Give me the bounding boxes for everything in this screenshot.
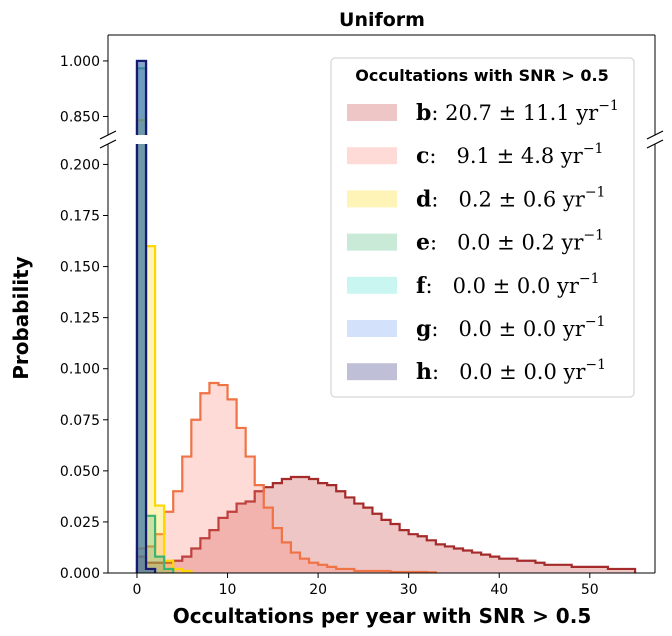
legend-title: Occultations with SNR > 0.5 [355, 66, 609, 85]
legend-label: f: 0.0 ± 0.0 yr−1 [416, 271, 600, 299]
y-axis-ticks: 0.000 0.025 0.050 0.075 0.100 0.125 0.150 0.175… [60, 54, 108, 582]
histogram-d-upper [135, 119, 148, 135]
y-tick-label: 0.100 [60, 362, 100, 378]
legend-swatch [347, 104, 397, 121]
upper-panel-frame [107, 34, 656, 135]
legend-entry-e: e: 0.0 ± 0.2 yr−1 [347, 228, 604, 256]
histogram-h-upper [135, 59, 148, 135]
legend-entries: b: 20.7 ± 11.1 yr−1 c: 9.1 ± 4.8 yr−1 d: 0… [347, 98, 619, 385]
break-mark [646, 139, 664, 149]
legend-entry-b: b: 20.7 ± 11.1 yr−1 [347, 98, 619, 126]
y-tick-label: 0.150 [60, 260, 100, 276]
legend-box [330, 57, 635, 398]
y-tick-label: 0.000 [60, 566, 100, 582]
x-tick-label: 50 [581, 582, 599, 598]
y-tick-label: 0.200 [60, 157, 100, 173]
histogram-b-lower [135, 475, 637, 573]
break-mark [646, 130, 664, 140]
legend-label: g: 0.0 ± 0.0 yr−1 [416, 314, 605, 342]
legend-swatch [347, 363, 397, 381]
upper-panel [107, 34, 656, 135]
x-tick-label: 30 [400, 582, 418, 598]
legend-swatch [347, 233, 397, 251]
y-tick-label: 0.175 [60, 209, 100, 225]
legend-swatch [347, 190, 397, 208]
x-axis-ticks: 0 10 20 30 40 50 [133, 573, 599, 598]
y-tick-label: 0.125 [60, 311, 100, 327]
legend-label: h: 0.0 ± 0.0 yr−1 [416, 357, 606, 385]
histogram-c-lower [135, 381, 437, 573]
x-tick-label: 0 [133, 582, 142, 598]
legend-swatch [347, 147, 397, 165]
legend-swatch [347, 320, 397, 337]
legend-entry-c: c: 9.1 ± 4.8 yr−1 [347, 141, 603, 169]
x-axis-label: Occultations per year with SNR > 0.5 [173, 604, 592, 628]
legend-label: d: 0.2 ± 0.6 yr−1 [416, 184, 605, 212]
histogram-e-upper [135, 67, 148, 135]
legend-entry-f: f: 0.0 ± 0.0 yr−1 [347, 271, 600, 299]
x-tick-label: 40 [490, 582, 508, 598]
legend-entry-h: h: 0.0 ± 0.0 yr−1 [347, 357, 606, 385]
legend-entry-d: d: 0.2 ± 0.6 yr−1 [347, 184, 605, 212]
y-tick-label: 0.025 [60, 515, 100, 531]
y-tick-label: 0.050 [60, 464, 100, 480]
legend-label: b: 20.7 ± 11.1 yr−1 [416, 98, 619, 126]
legend-label: c: 9.1 ± 4.8 yr−1 [416, 141, 603, 169]
legend-entry-g: g: 0.0 ± 0.0 yr−1 [347, 314, 605, 342]
histogram-h-lower [135, 144, 157, 573]
legend-label: e: 0.0 ± 0.2 yr−1 [416, 228, 604, 256]
x-tick-label: 20 [309, 582, 327, 598]
y-tick-label: 0.075 [60, 413, 100, 429]
legend-swatch [347, 276, 397, 294]
y-axis-label: Probability [9, 256, 33, 380]
axis-break-marks [99, 130, 664, 149]
histogram-d-lower [135, 144, 193, 573]
break-mark [99, 130, 117, 140]
chart-title: Uniform [339, 9, 425, 31]
y-tick-label: 1.000 [60, 54, 100, 70]
y-tick-label: 0.850 [60, 109, 100, 125]
break-mark [99, 139, 117, 149]
legend: Occultations with SNR > 0.5 b: 20.7 ± 11… [330, 57, 635, 398]
x-tick-label: 10 [219, 582, 237, 598]
lower-panel [107, 144, 656, 574]
